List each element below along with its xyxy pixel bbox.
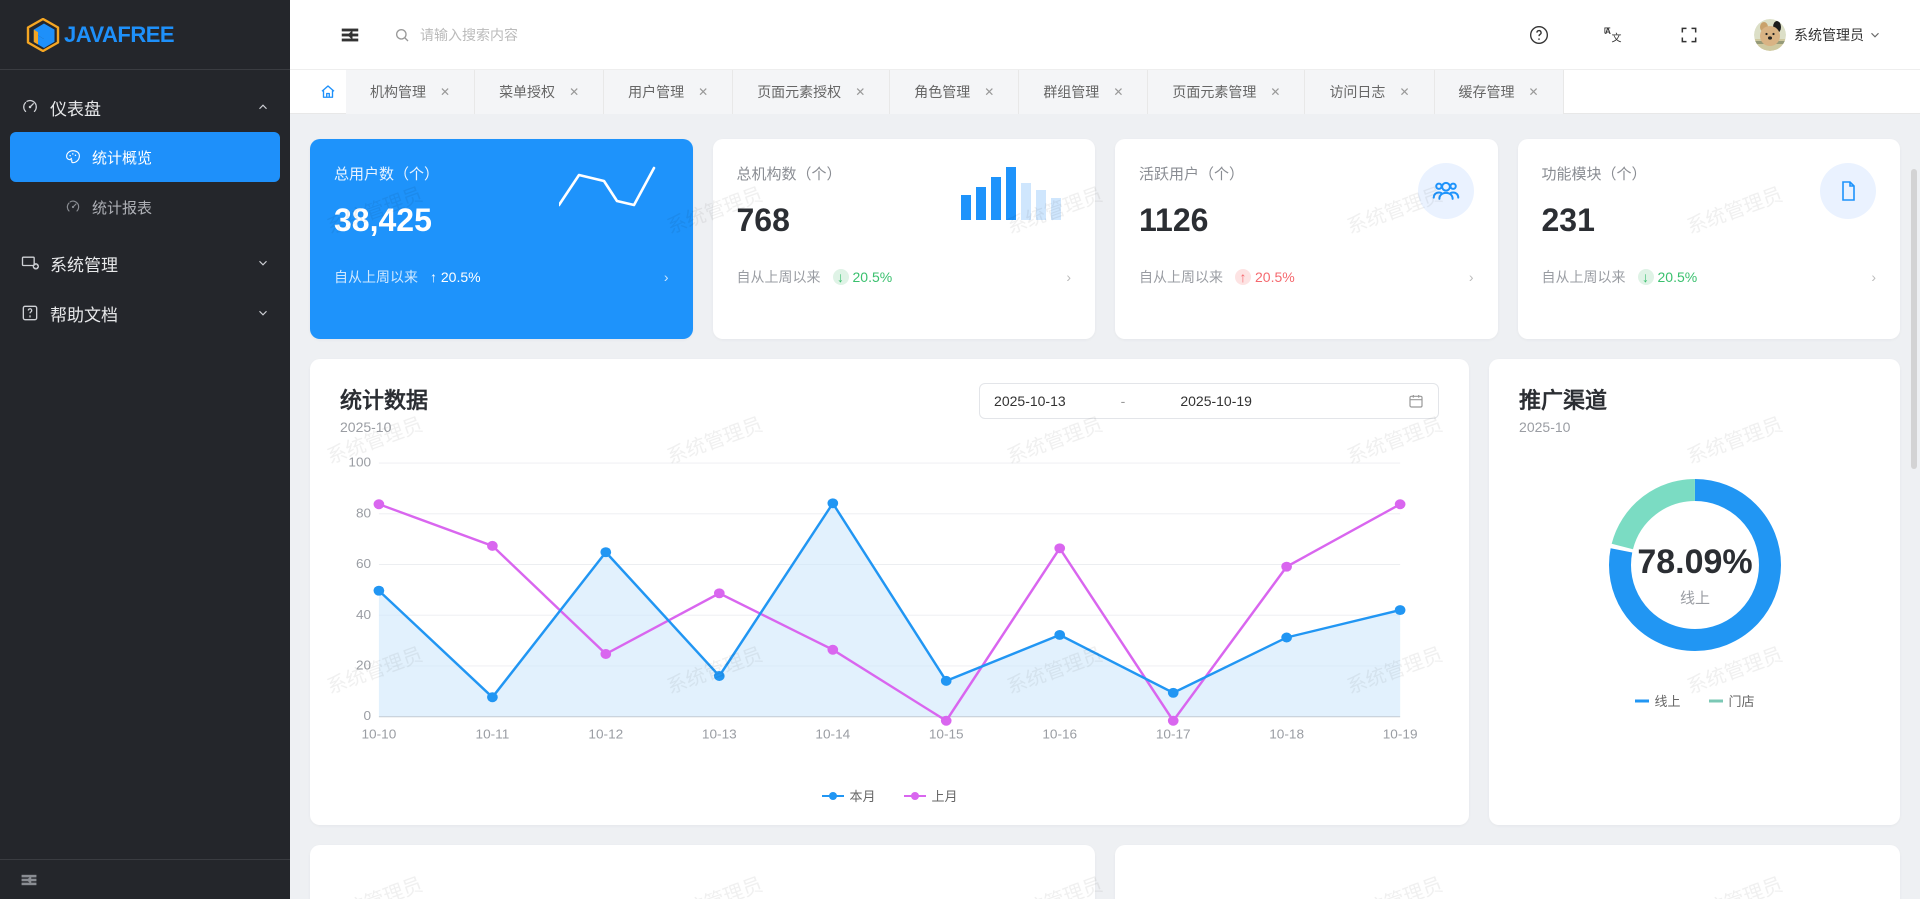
svg-text:78.09%: 78.09% (1637, 543, 1752, 581)
svg-text:40: 40 (356, 607, 371, 621)
svg-text:10-11: 10-11 (476, 727, 510, 741)
svg-text:线上: 线上 (1680, 590, 1710, 607)
svg-text:10-15: 10-15 (929, 727, 964, 741)
svg-text:0: 0 (364, 709, 372, 723)
svg-text:文: 文 (1612, 31, 1622, 44)
svg-text:100: 100 (348, 455, 371, 469)
svg-text:10-19: 10-19 (1383, 727, 1418, 741)
svg-text:10-16: 10-16 (1042, 727, 1077, 741)
svg-text:10-14: 10-14 (815, 727, 850, 741)
svg-text:80: 80 (356, 506, 371, 520)
svg-text:10-17: 10-17 (1156, 727, 1191, 741)
svg-text:60: 60 (356, 557, 371, 571)
svg-text:JAVAFREE: JAVAFREE (64, 22, 174, 47)
svg-text:20: 20 (356, 658, 371, 672)
svg-text:10-10: 10-10 (362, 727, 397, 741)
svg-text:10-13: 10-13 (702, 727, 737, 741)
svg-text:10-18: 10-18 (1269, 727, 1304, 741)
svg-text:10-12: 10-12 (588, 727, 623, 741)
